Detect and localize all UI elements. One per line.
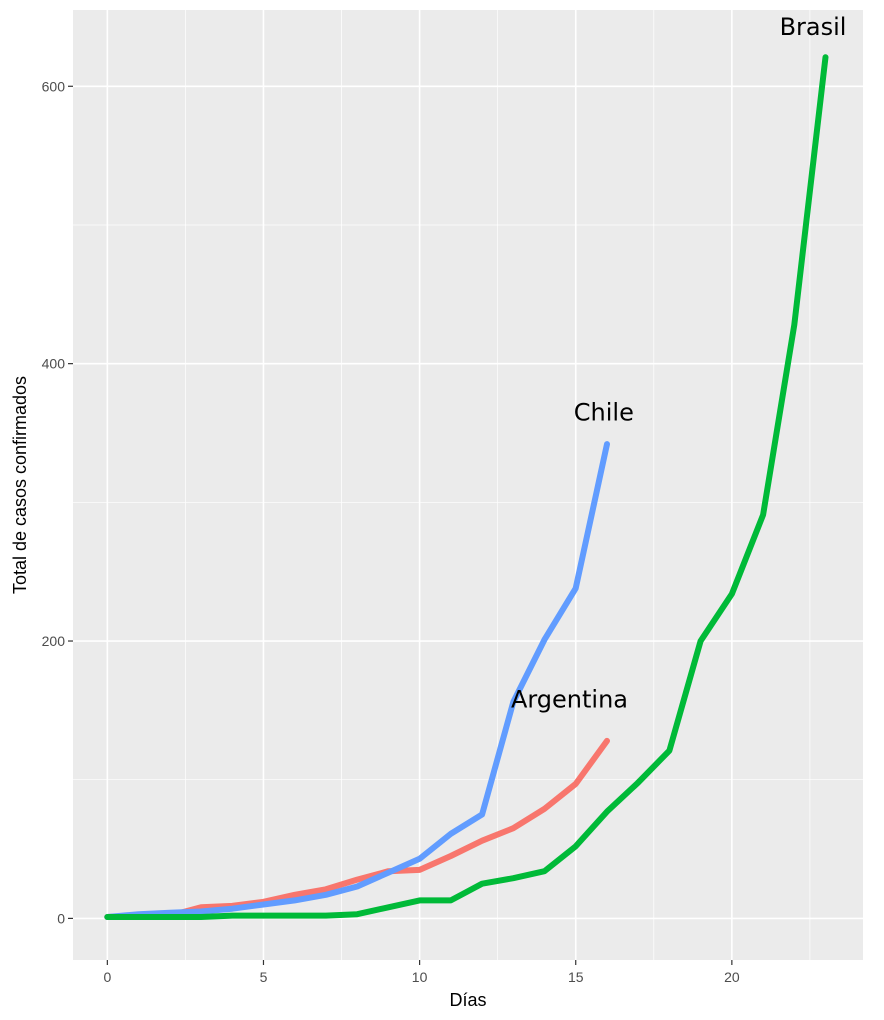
y-tick-label: 400 (42, 356, 66, 372)
y-tick-label: 200 (42, 633, 66, 649)
series-label-brasil: Brasil (780, 13, 847, 41)
series-label-argentina: Argentina (511, 686, 628, 714)
series-label-chile: Chile (574, 399, 634, 427)
y-tick-label: 600 (42, 78, 66, 94)
series-line-chile (104, 441, 610, 920)
y-axis-title: Total de casos confirmados (10, 376, 30, 594)
x-tick-label: 5 (260, 969, 268, 985)
x-tick-label: 20 (724, 969, 740, 985)
y-tick-label: 0 (57, 910, 65, 926)
y-axis-ticks: 0 200 400 600 (42, 78, 73, 926)
series-line-brasil (104, 54, 829, 920)
series-labels: Argentina Chile Brasil (511, 13, 847, 714)
x-tick-label: 15 (568, 969, 584, 985)
x-axis-ticks: 0 5 10 15 20 (103, 960, 740, 985)
x-tick-label: 0 (103, 969, 111, 985)
major-gridlines (73, 10, 863, 960)
plot-panel (73, 10, 863, 960)
x-tick-label: 10 (412, 969, 428, 985)
x-axis-title: Días (449, 990, 486, 1010)
series-lines (104, 54, 829, 920)
